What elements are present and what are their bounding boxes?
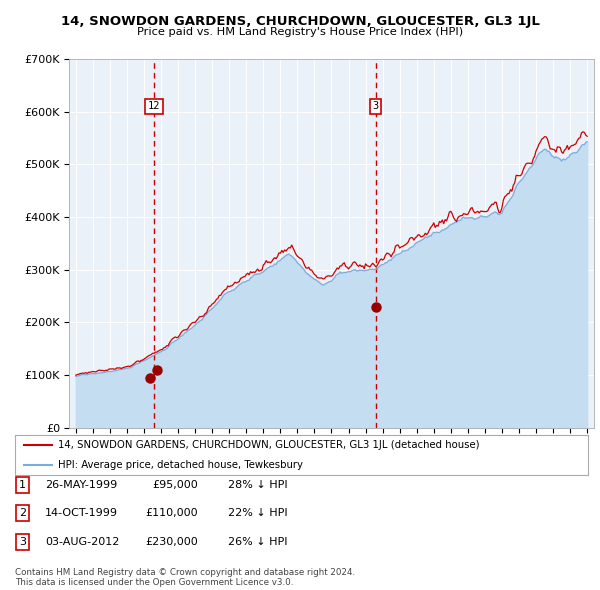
Text: 2: 2 (19, 509, 26, 518)
Text: 26-MAY-1999: 26-MAY-1999 (45, 480, 117, 490)
Text: £230,000: £230,000 (145, 537, 198, 546)
Text: Contains HM Land Registry data © Crown copyright and database right 2024.
This d: Contains HM Land Registry data © Crown c… (15, 568, 355, 587)
Text: 22% ↓ HPI: 22% ↓ HPI (228, 509, 287, 518)
Text: 26% ↓ HPI: 26% ↓ HPI (228, 537, 287, 546)
Text: Price paid vs. HM Land Registry's House Price Index (HPI): Price paid vs. HM Land Registry's House … (137, 27, 463, 37)
Text: 1: 1 (19, 480, 26, 490)
Text: 03-AUG-2012: 03-AUG-2012 (45, 537, 119, 546)
Text: 14, SNOWDON GARDENS, CHURCHDOWN, GLOUCESTER, GL3 1JL (detached house): 14, SNOWDON GARDENS, CHURCHDOWN, GLOUCES… (58, 440, 479, 450)
Text: 14-OCT-1999: 14-OCT-1999 (45, 509, 118, 518)
Text: £110,000: £110,000 (145, 509, 198, 518)
Text: 3: 3 (19, 537, 26, 546)
Text: 3: 3 (373, 101, 379, 112)
Text: HPI: Average price, detached house, Tewkesbury: HPI: Average price, detached house, Tewk… (58, 460, 303, 470)
Text: £95,000: £95,000 (152, 480, 198, 490)
Text: 28% ↓ HPI: 28% ↓ HPI (228, 480, 287, 490)
Text: 14, SNOWDON GARDENS, CHURCHDOWN, GLOUCESTER, GL3 1JL: 14, SNOWDON GARDENS, CHURCHDOWN, GLOUCES… (61, 15, 539, 28)
Text: 12: 12 (148, 101, 160, 112)
